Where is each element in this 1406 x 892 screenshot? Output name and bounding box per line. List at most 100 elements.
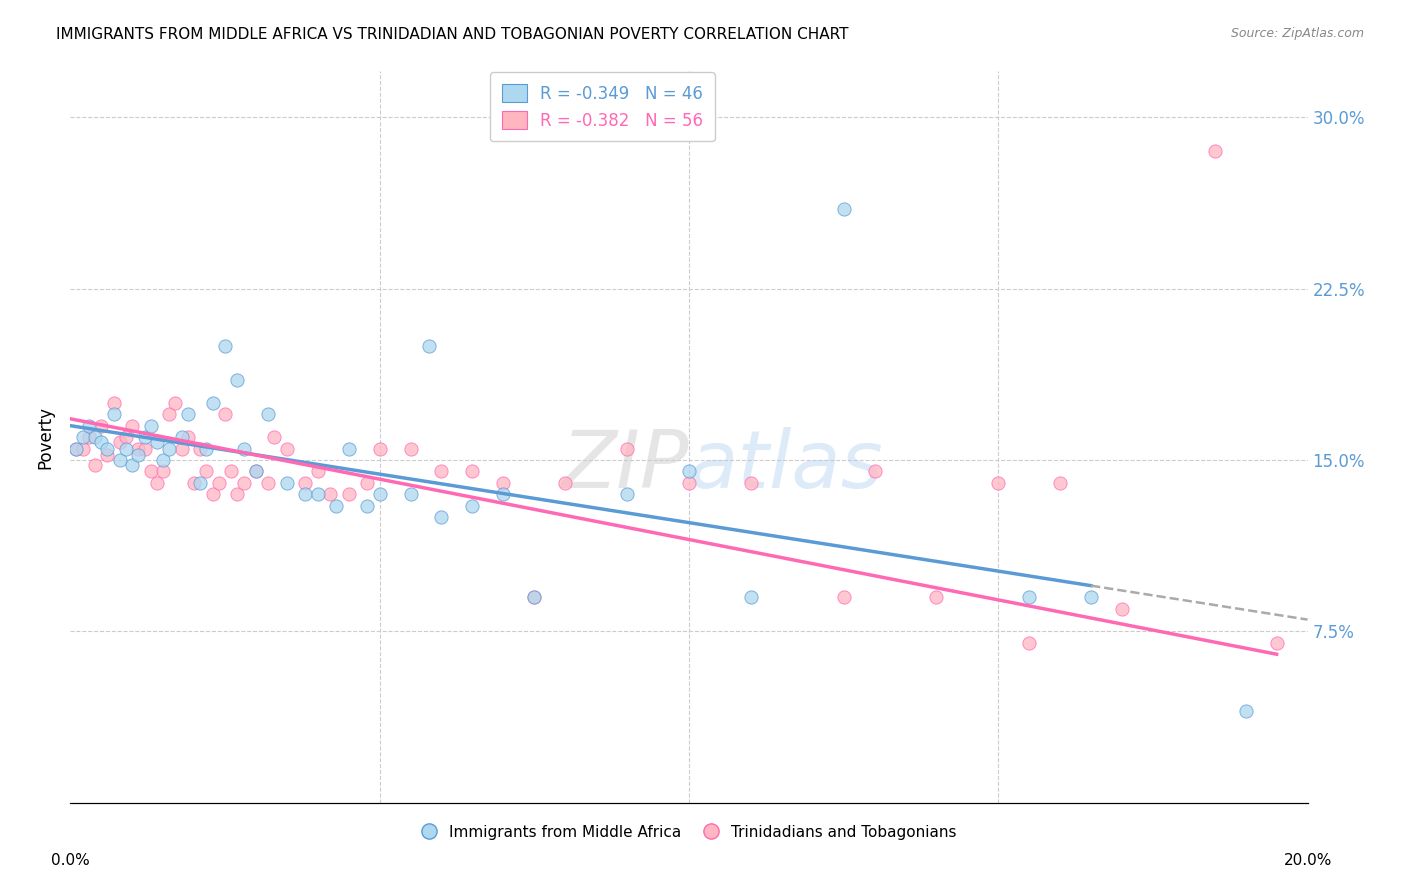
Point bbox=[678, 475, 700, 490]
Point bbox=[987, 475, 1010, 490]
Point bbox=[925, 590, 948, 604]
Point bbox=[115, 430, 138, 444]
Point bbox=[208, 475, 231, 490]
Point bbox=[152, 453, 174, 467]
Legend: Immigrants from Middle Africa, Trinidadians and Tobagonians: Immigrants from Middle Africa, Trinidadi… bbox=[415, 818, 963, 847]
Point bbox=[226, 487, 249, 501]
Point bbox=[183, 475, 205, 490]
Point bbox=[226, 373, 249, 387]
Text: 20.0%: 20.0% bbox=[1284, 853, 1331, 868]
Point bbox=[108, 434, 131, 449]
Point bbox=[276, 475, 298, 490]
Point bbox=[554, 475, 576, 490]
Point bbox=[84, 458, 107, 472]
Point bbox=[337, 487, 360, 501]
Text: Source: ZipAtlas.com: Source: ZipAtlas.com bbox=[1230, 27, 1364, 40]
Point bbox=[1265, 636, 1288, 650]
Point bbox=[72, 430, 94, 444]
Point bbox=[368, 487, 391, 501]
Point bbox=[127, 449, 149, 463]
Point bbox=[523, 590, 546, 604]
Point bbox=[368, 442, 391, 456]
Point bbox=[245, 464, 267, 478]
Point bbox=[863, 464, 886, 478]
Point bbox=[257, 407, 280, 421]
Point bbox=[263, 430, 285, 444]
Point bbox=[232, 442, 254, 456]
Point bbox=[108, 453, 131, 467]
Point bbox=[201, 396, 224, 410]
Point bbox=[832, 202, 855, 216]
Point bbox=[103, 407, 125, 421]
Point bbox=[832, 590, 855, 604]
Point bbox=[188, 442, 211, 456]
Point bbox=[146, 475, 169, 490]
Point bbox=[616, 487, 638, 501]
Point bbox=[356, 499, 378, 513]
Point bbox=[257, 475, 280, 490]
Point bbox=[121, 418, 143, 433]
Point bbox=[121, 458, 143, 472]
Point bbox=[523, 590, 546, 604]
Point bbox=[195, 464, 218, 478]
Point bbox=[214, 338, 236, 352]
Point bbox=[740, 590, 762, 604]
Point bbox=[77, 430, 100, 444]
Point bbox=[214, 407, 236, 421]
Point bbox=[1204, 145, 1226, 159]
Point bbox=[177, 407, 200, 421]
Text: IMMIGRANTS FROM MIDDLE AFRICA VS TRINIDADIAN AND TOBAGONIAN POVERTY CORRELATION : IMMIGRANTS FROM MIDDLE AFRICA VS TRINIDA… bbox=[56, 27, 849, 42]
Point bbox=[84, 430, 107, 444]
Point bbox=[96, 449, 118, 463]
Point bbox=[72, 442, 94, 456]
Point bbox=[418, 338, 440, 352]
Point bbox=[294, 487, 316, 501]
Text: 0.0%: 0.0% bbox=[51, 853, 90, 868]
Point bbox=[294, 475, 316, 490]
Point bbox=[201, 487, 224, 501]
Point bbox=[127, 442, 149, 456]
Point bbox=[115, 442, 138, 456]
Point bbox=[616, 442, 638, 456]
Point bbox=[337, 442, 360, 456]
Point bbox=[170, 442, 193, 456]
Point bbox=[430, 510, 453, 524]
Point bbox=[157, 442, 180, 456]
Point bbox=[90, 418, 112, 433]
Point bbox=[1018, 636, 1040, 650]
Point bbox=[195, 442, 218, 456]
Point bbox=[356, 475, 378, 490]
Point bbox=[1111, 601, 1133, 615]
Point bbox=[678, 464, 700, 478]
Point bbox=[139, 464, 162, 478]
Point bbox=[103, 396, 125, 410]
Y-axis label: Poverty: Poverty bbox=[37, 406, 55, 468]
Point bbox=[96, 442, 118, 456]
Point bbox=[492, 487, 515, 501]
Point bbox=[65, 442, 87, 456]
Point bbox=[134, 442, 156, 456]
Text: atlas: atlas bbox=[689, 427, 884, 506]
Point bbox=[307, 464, 329, 478]
Point bbox=[740, 475, 762, 490]
Point bbox=[276, 442, 298, 456]
Point bbox=[245, 464, 267, 478]
Text: ZIP: ZIP bbox=[561, 427, 689, 506]
Point bbox=[1018, 590, 1040, 604]
Point bbox=[165, 396, 187, 410]
Point bbox=[65, 442, 87, 456]
Point bbox=[90, 434, 112, 449]
Point bbox=[139, 418, 162, 433]
Point bbox=[134, 430, 156, 444]
Point bbox=[461, 464, 484, 478]
Point bbox=[492, 475, 515, 490]
Point bbox=[170, 430, 193, 444]
Point bbox=[1234, 705, 1257, 719]
Point bbox=[319, 487, 342, 501]
Point bbox=[1049, 475, 1071, 490]
Point bbox=[232, 475, 254, 490]
Point bbox=[188, 475, 211, 490]
Point bbox=[77, 418, 100, 433]
Point bbox=[430, 464, 453, 478]
Point bbox=[399, 442, 422, 456]
